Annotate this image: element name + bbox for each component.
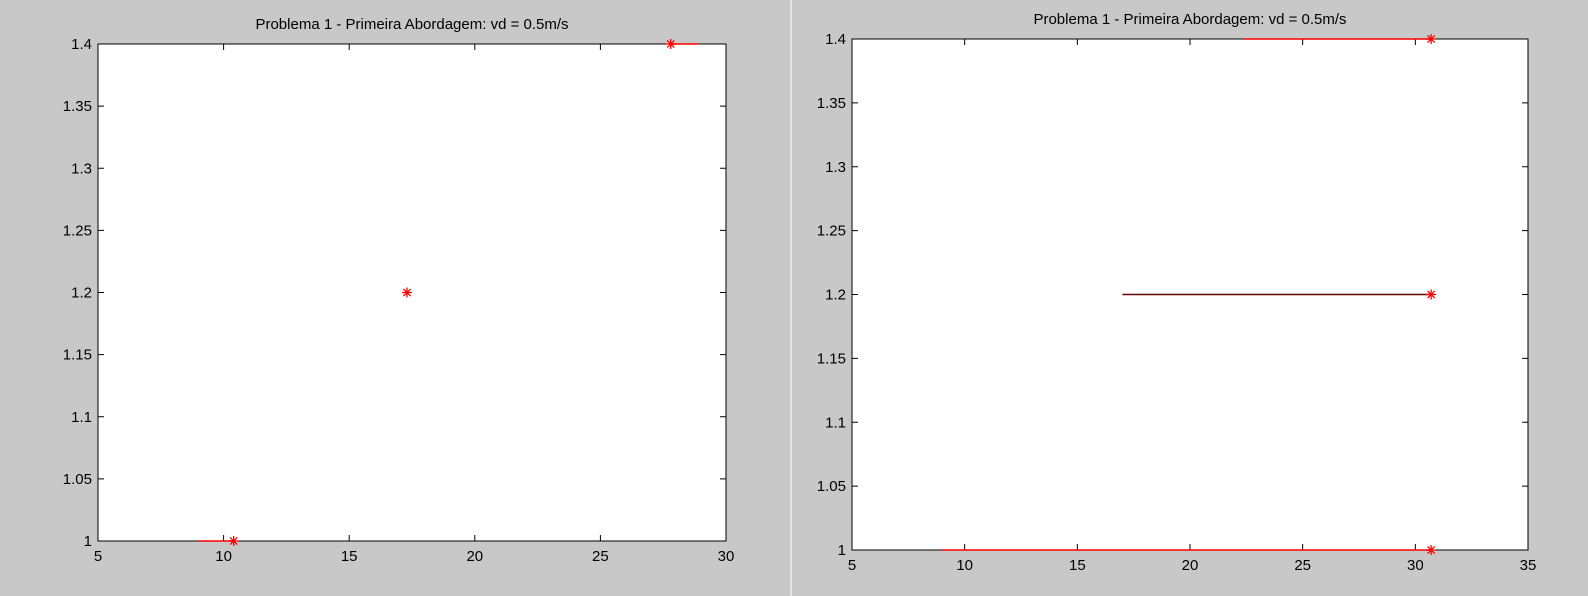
marker-stroke	[1427, 545, 1436, 555]
marker-stroke	[666, 39, 675, 49]
marker-stroke	[1427, 290, 1436, 299]
panel-divider	[790, 0, 792, 596]
plot-area	[97, 43, 727, 542]
data-point	[401, 287, 412, 298]
y-tick-label: 1.15	[817, 350, 846, 367]
y-tick-label: 1.25	[63, 222, 92, 239]
x-tick-label: 25	[592, 548, 609, 565]
y-tick-label: 1.35	[63, 98, 92, 115]
marker-stroke	[229, 536, 238, 546]
y-tick-label: 1.25	[817, 223, 846, 240]
y-tick-label: 1.3	[71, 160, 92, 177]
x-tick-label: 30	[718, 548, 735, 565]
x-tick-label: 30	[1407, 557, 1424, 574]
data-point	[228, 536, 239, 546]
data-point	[1426, 545, 1437, 555]
y-tick-label: 1.2	[825, 287, 846, 304]
x-tick-label: 15	[1069, 557, 1086, 574]
y-tick-label: 1.4	[71, 36, 92, 53]
chart-right: Problema 1 - Primeira Abordagem: vd = 0.…	[817, 11, 1537, 574]
x-tick-label: 20	[466, 548, 483, 565]
y-tick-label: 1.2	[71, 285, 92, 302]
x-tick-label: 15	[341, 548, 358, 565]
data-point	[665, 39, 676, 49]
data-point	[1426, 289, 1437, 300]
y-tick-label: 1.35	[817, 95, 846, 112]
y-tick-label: 1.1	[71, 409, 92, 426]
x-tick-label: 5	[848, 557, 856, 574]
y-tick-label: 1	[84, 533, 92, 550]
x-tick-label: 20	[1182, 557, 1199, 574]
x-tick-label: 10	[956, 557, 973, 574]
y-tick-label: 1.4	[825, 31, 846, 48]
marker-stroke	[1427, 34, 1436, 44]
chart-left: Problema 1 - Primeira Abordagem: vd = 0.…	[63, 16, 735, 565]
marker-stroke	[402, 288, 412, 297]
y-tick-label: 1.1	[825, 414, 846, 431]
chart-title: Problema 1 - Primeira Abordagem: vd = 0.…	[1033, 11, 1346, 28]
x-tick-label: 5	[94, 548, 102, 565]
y-tick-label: 1.3	[825, 159, 846, 176]
x-tick-label: 25	[1294, 557, 1311, 574]
x-tick-label: 35	[1520, 557, 1537, 574]
data-point	[1426, 34, 1437, 44]
y-tick-label: 1.05	[817, 478, 846, 495]
chart-title: Problema 1 - Primeira Abordagem: vd = 0.…	[255, 16, 568, 33]
x-tick-label: 10	[215, 548, 232, 565]
y-tick-label: 1	[838, 542, 846, 559]
y-tick-label: 1.15	[63, 347, 92, 364]
y-tick-label: 1.05	[63, 471, 92, 488]
